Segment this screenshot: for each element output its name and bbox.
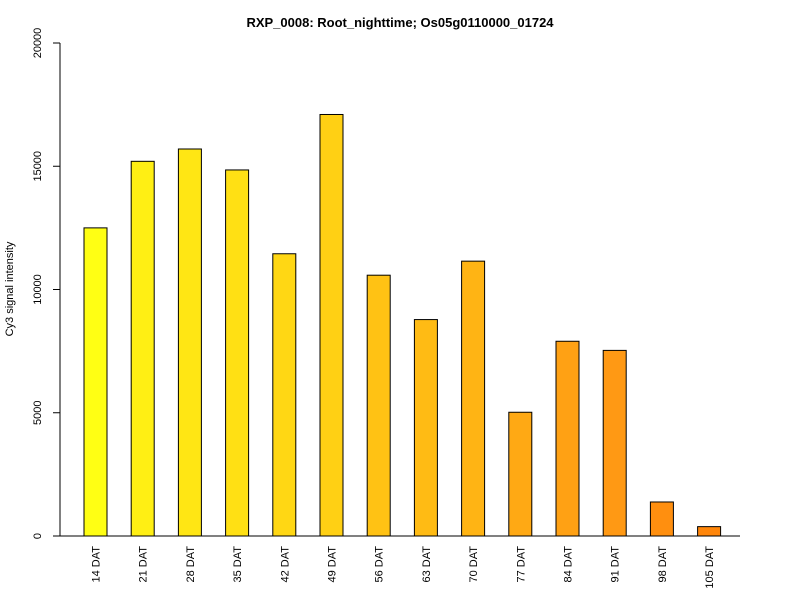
x-tick-label: 105 DAT — [704, 546, 716, 589]
x-tick-labels: 14 DAT 21 DAT 28 DAT 35 DAT 42 DAT 49 DAT 56 D… — [91, 546, 717, 589]
y-tick-label: 10000 — [32, 274, 44, 305]
bar-70-dat — [461, 260, 486, 537]
chart-title: RXP_0008: Root_nighttime; Os05g0110000_0… — [246, 15, 554, 30]
bar-49-dat — [319, 113, 344, 537]
bar-91-dat — [602, 349, 627, 537]
y-tick-label: 0 — [32, 533, 44, 539]
y-axis-label: Cy3 signal intensity — [4, 241, 16, 336]
bar-63-dat — [413, 319, 438, 537]
bar-42-dat — [272, 253, 297, 537]
bar-56-dat — [366, 274, 391, 537]
y-axis: 0 5000 10000 15000 20000 — [32, 28, 61, 539]
x-tick-label: 21 DAT — [138, 546, 150, 583]
x-tick-label: 63 DAT — [421, 546, 433, 583]
x-tick-label: 56 DAT — [374, 546, 386, 583]
x-tick-label: 49 DAT — [327, 546, 339, 583]
bar-105-dat — [697, 526, 722, 537]
bar-14-dat — [83, 227, 108, 537]
y-tick-label: 15000 — [32, 151, 44, 182]
x-tick-label: 77 DAT — [515, 546, 527, 583]
x-tick-label: 14 DAT — [91, 546, 103, 583]
bar-84-dat — [555, 340, 580, 537]
bar-21-dat — [130, 160, 155, 537]
y-tick-label: 20000 — [32, 28, 44, 59]
x-tick-label: 28 DAT — [185, 546, 197, 583]
y-tick-label: 5000 — [32, 401, 44, 425]
bar-98-dat — [649, 501, 674, 537]
x-tick-label: 91 DAT — [610, 546, 622, 583]
x-tick-label: 84 DAT — [563, 546, 575, 583]
x-tick-label: 42 DAT — [279, 546, 291, 583]
bars-group — [83, 113, 722, 537]
x-tick-label: 70 DAT — [468, 546, 480, 583]
bar-35-dat — [225, 169, 250, 537]
bar-77-dat — [508, 411, 533, 537]
bar-28-dat — [177, 148, 202, 537]
x-tick-label: 98 DAT — [657, 546, 669, 583]
x-tick-label: 35 DAT — [232, 546, 244, 583]
